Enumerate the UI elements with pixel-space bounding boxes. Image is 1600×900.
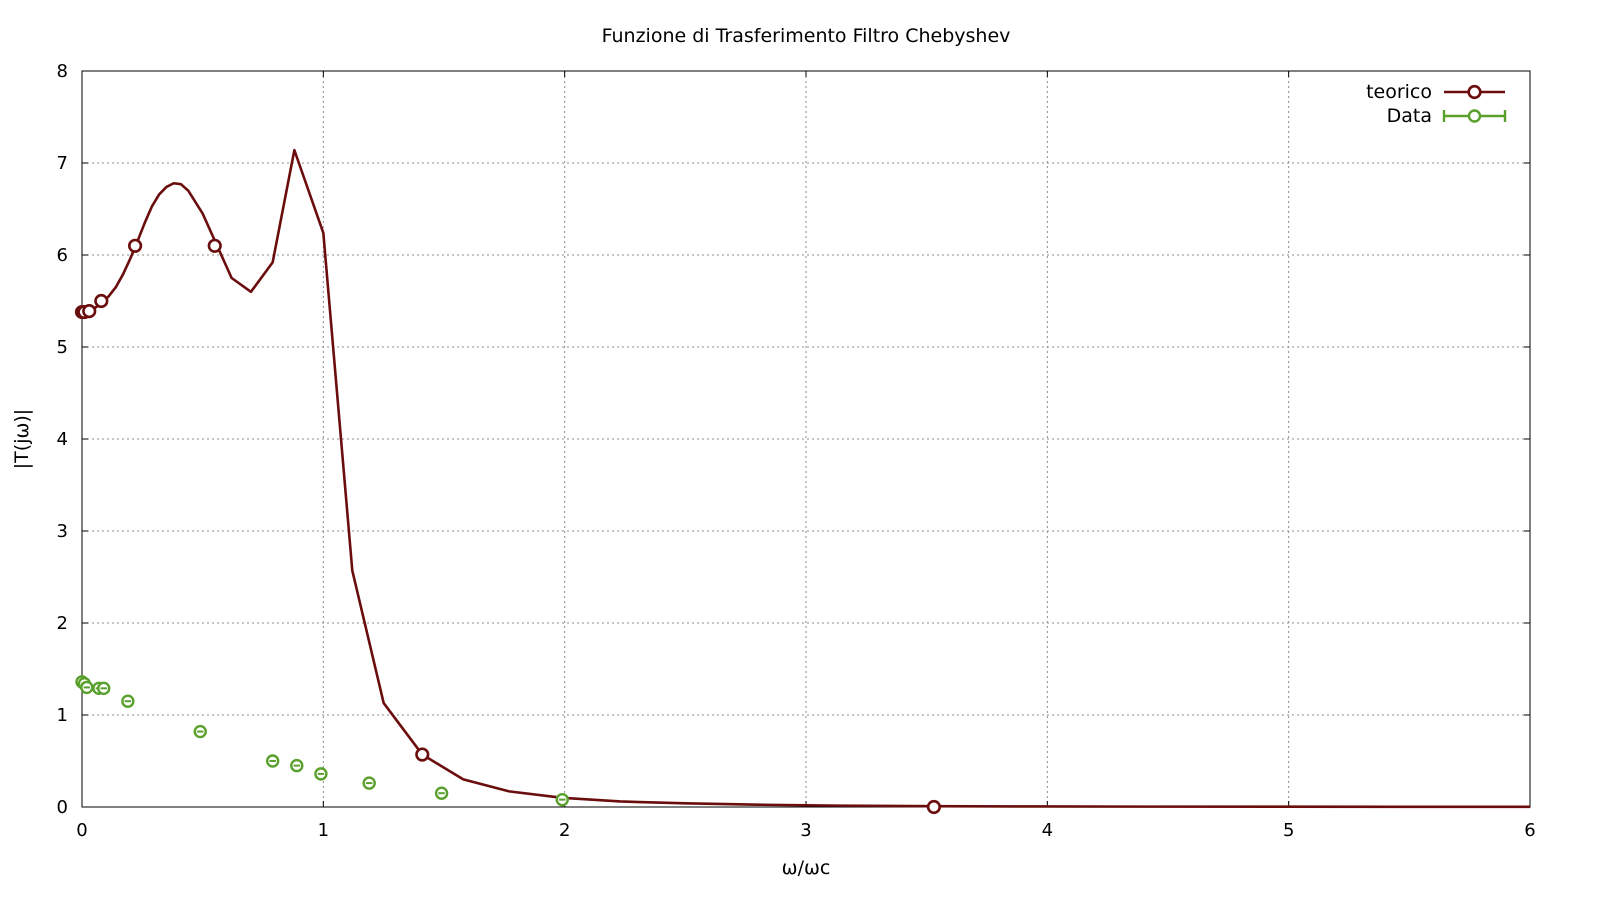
y-tick-label: 4 [57,429,68,450]
legend-swatch-teorico-marker [1467,84,1482,100]
chart-title: Funzione di Trasferimento Filtro Chebysh… [602,25,1011,47]
x-tick-label: 5 [1283,820,1294,841]
teorico-point [82,304,97,319]
y-tick-label: 8 [57,61,68,82]
y-tick-label: 2 [57,613,68,634]
data-point [80,680,94,695]
series [74,148,1530,815]
data-point [265,754,280,768]
teorico-point [94,293,109,309]
x-tick-label: 2 [559,820,570,841]
y-tick-label: 5 [57,337,68,358]
teorico-marker [926,799,942,815]
data-point [314,767,328,781]
teorico-point [415,747,430,762]
data-point [434,786,449,800]
x-tick-label: 1 [318,820,329,841]
teorico-marker [127,238,143,253]
teorico-point [926,799,942,815]
y-tick-label: 1 [57,705,68,726]
teorico-marker [207,238,222,253]
axis-ticks: 0 1 2 3 4 5 6 0 1 2 3 4 5 6 7 8 [57,61,1536,841]
grid [82,71,1530,807]
legend-label-data: Data [1387,105,1432,127]
teorico-marker [415,747,430,762]
y-axis-label: |T(jω)| [11,409,33,469]
x-tick-label: 4 [1042,820,1053,841]
y-tick-label: 3 [57,521,68,542]
legend-swatch-data-marker [1467,109,1482,123]
y-tick-label: 6 [57,245,68,266]
series-line-teorico [81,148,1530,809]
x-axis-label: ω/ωc [782,857,831,879]
data-point [121,694,135,708]
teorico-point [127,238,143,253]
y-tick-label: 0 [57,797,68,818]
data-point [362,776,376,790]
data-point [555,792,569,807]
data-point [193,724,207,739]
y-tick-label: 7 [57,153,68,174]
x-tick-label: 6 [1524,820,1535,841]
data-point [97,681,111,696]
teorico-marker [94,293,109,309]
x-tick-label: 3 [800,820,811,841]
x-tick-label: 0 [76,820,87,841]
teorico-marker [82,304,97,319]
legend-label-teorico: teorico [1366,81,1432,103]
data-point [290,758,304,773]
teorico-point [207,238,222,253]
